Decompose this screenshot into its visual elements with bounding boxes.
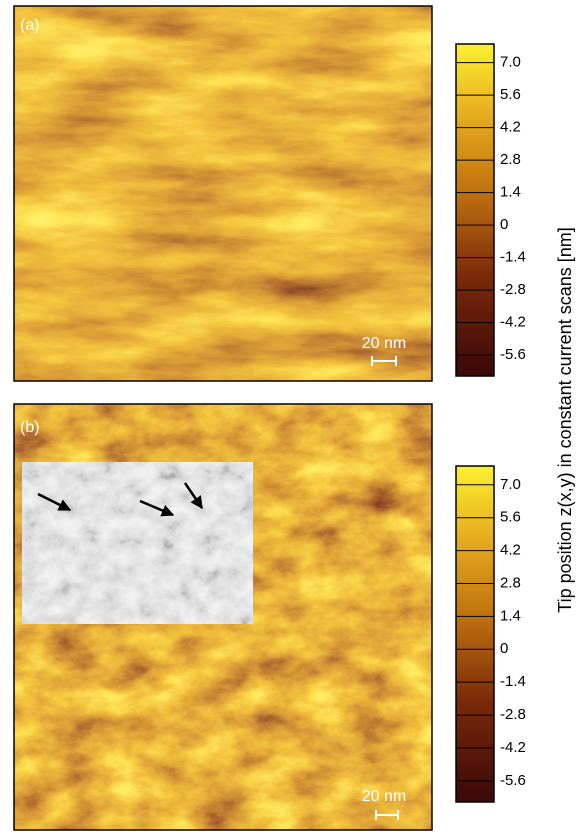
inset-image bbox=[22, 462, 253, 624]
colorbar-tick-label: 4.2 bbox=[500, 119, 521, 136]
colorbar-tick-label: 4.2 bbox=[500, 542, 521, 559]
colorbar-tick-label: -2.8 bbox=[500, 281, 526, 298]
colorbar-tick-label: 7.0 bbox=[500, 54, 521, 71]
colorbar-tick-label: -5.6 bbox=[500, 346, 526, 363]
stm-image bbox=[14, 6, 432, 381]
colorbar-label: Tip position z(x,y) in constant current … bbox=[555, 227, 575, 612]
colorbar-tick-label: 5.6 bbox=[500, 509, 521, 526]
colorbar bbox=[456, 44, 494, 376]
colorbar-tick-label: -5.6 bbox=[500, 772, 526, 789]
colorbar-tick-label: 7.0 bbox=[500, 476, 521, 493]
scale-bar-label: 20 nm bbox=[362, 335, 406, 352]
panel-label: (b) bbox=[20, 419, 40, 436]
colorbar-tick-label: -1.4 bbox=[500, 249, 526, 266]
figure: (a) 20 nm (b) 20 nm Tip position z(x,y) … bbox=[0, 0, 588, 834]
colorbar-tick-label: 0 bbox=[500, 640, 508, 657]
colorbar-tick-label: -2.8 bbox=[500, 706, 526, 723]
colorbar bbox=[456, 466, 494, 802]
colorbar-tick-label: -4.2 bbox=[500, 739, 526, 756]
colorbar-tick-label: -1.4 bbox=[500, 673, 526, 690]
colorbar-tick-label: 5.6 bbox=[500, 86, 521, 103]
colorbar-tick-label: -4.2 bbox=[500, 314, 526, 331]
colorbar-tick-label: 2.8 bbox=[500, 574, 521, 591]
colorbar-tick-label: 0 bbox=[500, 216, 508, 233]
colorbar-tick-label: 2.8 bbox=[500, 151, 521, 168]
scale-bar-label: 20 nm bbox=[362, 788, 406, 805]
panel-label: (a) bbox=[20, 17, 40, 34]
colorbar-tick-label: 1.4 bbox=[500, 607, 521, 624]
colorbar-tick-label: 1.4 bbox=[500, 184, 521, 201]
